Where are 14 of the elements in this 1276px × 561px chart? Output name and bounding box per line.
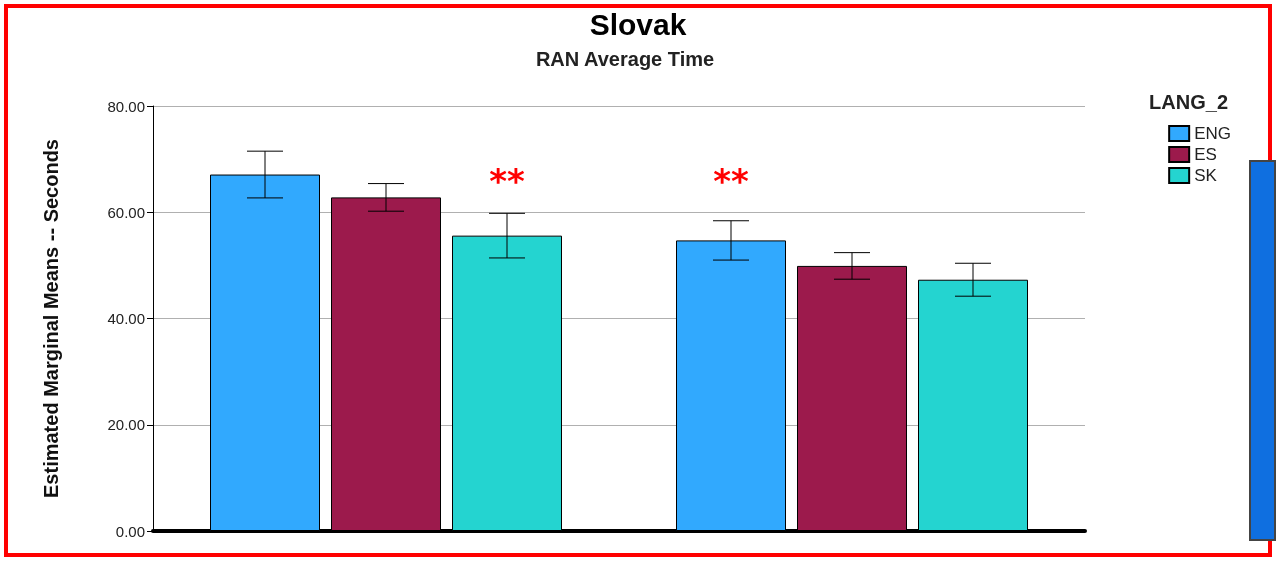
y-tick-label: 80.00 [107, 97, 145, 115]
annotation: ** [713, 161, 749, 201]
y-tick-label: 0.00 [115, 522, 145, 540]
y-tick-label: 60.00 [107, 203, 145, 221]
chart-subtitle: RAN Average Time [535, 48, 715, 70]
y-tick-label: 40.00 [107, 310, 145, 327]
legend-title: LANG_2 [1149, 91, 1228, 113]
annotation: ** [489, 161, 525, 201]
chart-title: Slovak [589, 7, 687, 41]
legend-label: ENG [1194, 124, 1231, 143]
y-axis-title: Estimated Marginal Means -- Seconds [40, 139, 62, 498]
legend-label: SK [1194, 166, 1218, 185]
y-tick-label: 20.00 [107, 416, 145, 434]
legend-label: ES [1194, 145, 1217, 164]
